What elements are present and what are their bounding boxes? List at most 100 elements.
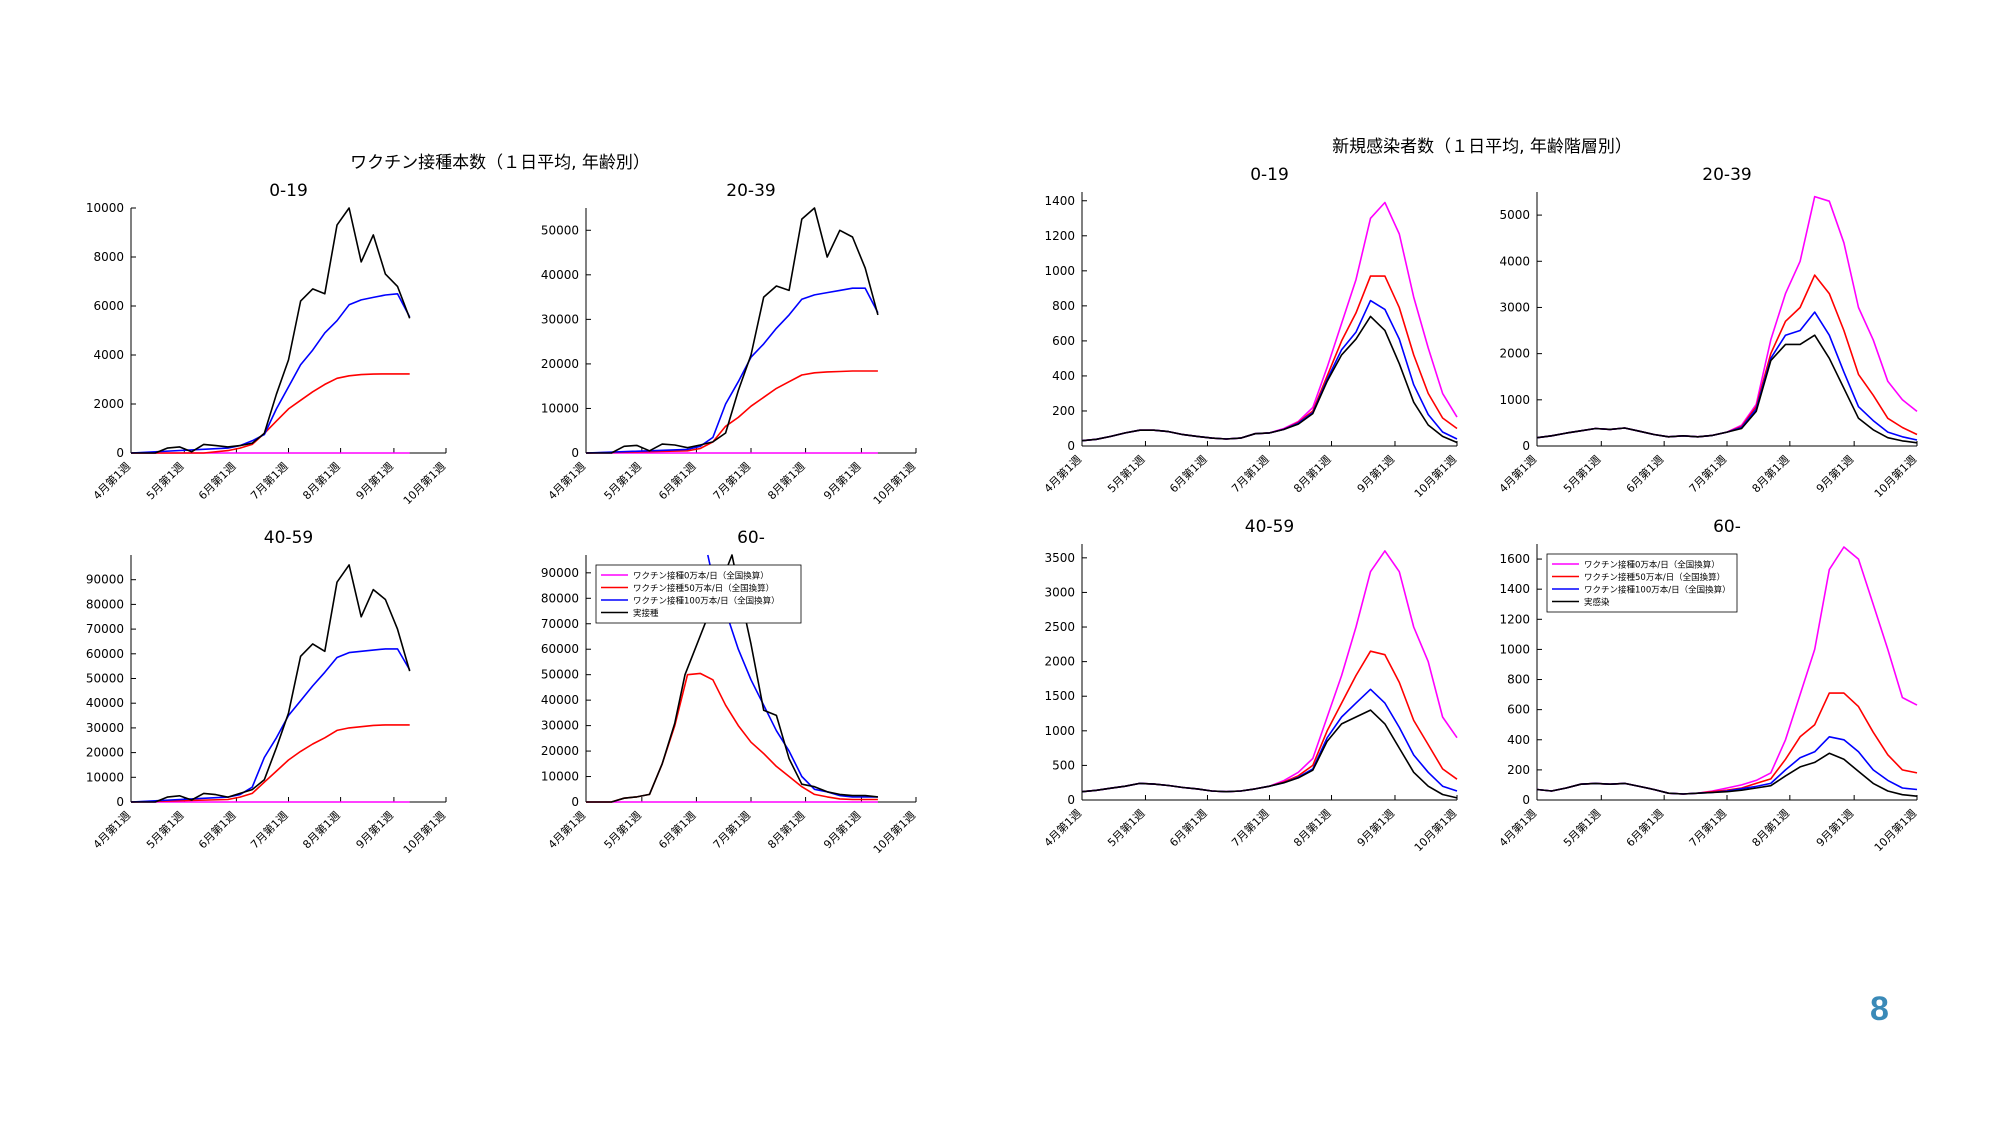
series-line-actual [131,564,411,803]
chart-title: 0-19 [1250,165,1289,185]
legend-label: 実接種 [633,608,659,619]
series-line-actual [586,554,878,803]
x-tick-label: 5月第1週 [1560,452,1603,495]
legend-label: ワクチン接種100万本/日（全国換算） [1584,585,1731,596]
legend-label: ワクチン接種0万本/日（全国換算） [633,571,769,582]
x-tick-label: 7月第1週 [1686,452,1729,495]
y-tick-label: 2000 [1044,655,1075,669]
y-tick-label: 200 [1052,404,1075,418]
series-line-0man [1537,195,1918,439]
series-line-50man [1082,650,1458,793]
x-tick-label: 8月第1週 [300,808,343,851]
x-tick-label: 6月第1週 [1166,452,1209,495]
chart-title: 60- [737,528,765,548]
series-line-100man [1537,735,1918,795]
legend-box [595,564,802,624]
y-tick-label: 80000 [541,591,579,605]
x-tick-label: 8月第1週 [1749,806,1792,849]
x-tick-label: 9月第1週 [1813,806,1856,849]
x-tick-label: 4月第1週 [1496,452,1539,495]
x-tick-label: 9月第1週 [1813,452,1856,495]
legend: ワクチン接種0万本/日（全国換算）ワクチン接種50万本/日（全国換算） ワクチン接… [595,564,802,624]
x-tick-label: 7月第1週 [1228,806,1271,849]
y-tick-label: 500 [1052,758,1075,772]
y-tick-label: 800 [1507,673,1530,687]
x-tick-label: 9月第1週 [1354,806,1397,849]
y-tick-label: 40000 [541,268,579,282]
x-tick-label: 6月第1週 [195,459,238,502]
y-tick-label: 3000 [1044,585,1075,599]
chart-title: 60- [1713,517,1741,537]
legend: ワクチン接種0万本/日（全国換算）ワクチン接種50万本/日（全国換算） ワクチン接… [1546,553,1738,613]
series-line-100man [707,554,878,798]
y-tick-label: 2000 [93,397,124,411]
y-tick-label: 4000 [1499,254,1530,268]
x-tick-label: 10月第1週 [1871,452,1919,500]
y-tick-label: 0 [1067,439,1075,453]
chart-right-60-: 60- 0 200 400 600 800 1000 1200 1400 1600 4月第1週 5月第… [1496,517,1919,854]
chart-right-0-19: 0-19 0 200 400 600 800 1000 1200 1400 4月第1週 5月第1週 6… [1041,165,1459,500]
chart-title: 40-59 [264,528,313,548]
series-line-actual [1082,709,1458,799]
series-line-actual [131,207,411,454]
x-tick-label: 7月第1週 [247,459,290,502]
x-tick-label: 4月第1週 [1041,452,1084,495]
y-tick-label: 0 [116,446,124,460]
series-line-0man [1082,201,1458,442]
chart-title: 20-39 [1702,165,1751,185]
series-line-50man [131,724,410,803]
x-tick-label: 10月第1週 [1411,806,1459,854]
series-line-actual [1537,752,1918,797]
series-line-50man [586,370,878,454]
y-tick-label: 800 [1052,299,1075,313]
x-tick-label: 7月第1週 [247,808,290,851]
y-tick-label: 1500 [1044,689,1075,703]
series-line-50man [131,373,410,454]
series-line-50man [586,672,878,803]
x-tick-label: 10月第1週 [1871,806,1919,854]
y-tick-label: 40000 [541,693,579,707]
x-tick-label: 6月第1週 [1166,806,1209,849]
y-tick-label: 2500 [1044,620,1075,634]
x-tick-label: 4月第1週 [1041,806,1084,849]
series-line-100man [131,292,411,454]
legend-label: ワクチン接種50万本/日（全国換算） [1584,572,1725,583]
chart-right-40-59: 40-59 0 500 1000 1500 2000 2500 3000 3500 4月第1週 5月… [1041,517,1459,854]
legend-label: ワクチン接種0万本/日（全国換算） [1584,560,1720,571]
y-tick-label: 20000 [541,357,579,371]
x-tick-label: 5月第1週 [1104,452,1147,495]
y-tick-label: 50000 [541,668,579,682]
y-tick-label: 0 [571,446,579,460]
x-tick-label: 9月第1週 [820,808,863,851]
y-tick-label: 70000 [541,617,579,631]
y-tick-label: 1200 [1499,612,1530,626]
x-tick-label: 5月第1週 [601,808,644,851]
series-line-50man [1082,275,1458,442]
y-tick-label: 6000 [93,299,124,313]
x-tick-label: 10月第1週 [870,459,918,507]
x-tick-label: 10月第1週 [400,808,448,856]
x-tick-label: 10月第1週 [400,459,448,507]
x-tick-label: 10月第1週 [1411,452,1459,500]
x-tick-label: 5月第1週 [601,459,644,502]
x-tick-label: 5月第1週 [143,459,186,502]
x-tick-label: 7月第1週 [710,808,753,851]
chart-left-60-: 60- 0 10000 20000 30000 40000 50000 60000 70000 8… [541,528,918,856]
x-tick-label: 4月第1週 [90,808,133,851]
y-tick-label: 30000 [86,721,124,735]
x-tick-label: 6月第1週 [195,808,238,851]
series-line-actual [1082,315,1458,444]
series-line-50man [1537,274,1918,439]
y-tick-label: 10000 [541,401,579,415]
legend-label: 実感染 [1584,597,1610,608]
y-tick-label: 400 [1507,733,1530,747]
y-tick-label: 8000 [93,250,124,264]
y-tick-label: 1200 [1044,229,1075,243]
y-tick-label: 50000 [86,672,124,686]
x-tick-label: 6月第1週 [1623,806,1666,849]
x-tick-label: 8月第1週 [765,459,808,502]
y-tick-label: 70000 [86,622,124,636]
x-tick-label: 4月第1週 [545,459,588,502]
chart-right-20-39: 20-39 0 1000 2000 3000 4000 5000 4月第1週 5月第1週 6月第1… [1496,165,1919,500]
